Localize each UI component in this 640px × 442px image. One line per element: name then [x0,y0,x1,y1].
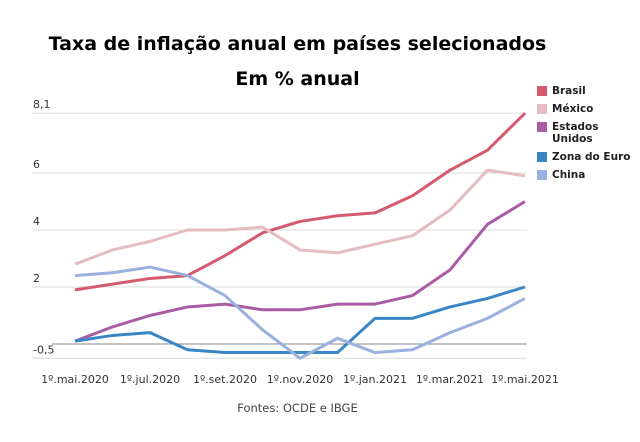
y-axis: 8,1 6 4 2 -0,5 [33,98,54,356]
series-line-zona-do-euro [74,285,526,355]
x-tick-label: 1º.jan.2021 [343,373,407,386]
legend: Brasil México Estados Unidos Zona do Euro Ch… [537,85,632,187]
x-tick-label: 1º.nov.2020 [267,373,334,386]
grid [32,112,527,359]
legend-item: México [537,103,632,115]
chart-title: Taxa de inflação anual em países selecio… [48,33,547,55]
x-tick-label: 1º.mai.2020 [41,373,109,386]
y-tick-label: 8,1 [33,98,51,111]
series-line-mexico [74,168,526,266]
legend-label: México [552,103,594,115]
legend-swatch [537,122,547,132]
legend-label: Estados Unidos [552,121,599,145]
legend-label: China [552,169,586,181]
x-axis: 1º.mai.2020 1º.jul.2020 1º.set.2020 1º.nov.… [41,373,559,386]
legend-label: Zona do Euro [552,151,631,163]
legend-swatch [537,152,547,162]
legend-swatch [537,104,547,114]
x-tick-label: 1º.mai.2021 [491,373,559,386]
legend-label: Brasil [552,85,586,97]
y-tick-label: 4 [33,215,40,228]
legend-item: Brasil [537,85,632,97]
x-tick-label: 1º.set.2020 [193,373,257,386]
y-tick-label: 2 [33,272,40,285]
x-tick-label: 1º.mar.2021 [416,373,484,386]
y-tick-label: -0,5 [33,343,54,356]
source-note: Fontes: OCDE e IBGE [237,401,358,415]
series-lines [74,112,527,360]
chart-subtitle: Em % anual [235,68,360,90]
legend-item: China [537,169,632,181]
legend-item: Estados Unidos [537,121,632,145]
y-tick-label: 6 [33,158,40,171]
legend-swatch [537,86,547,96]
x-tick-label: 1º.jul.2020 [120,373,180,386]
legend-item: Zona do Euro [537,151,632,163]
legend-swatch [537,170,547,180]
